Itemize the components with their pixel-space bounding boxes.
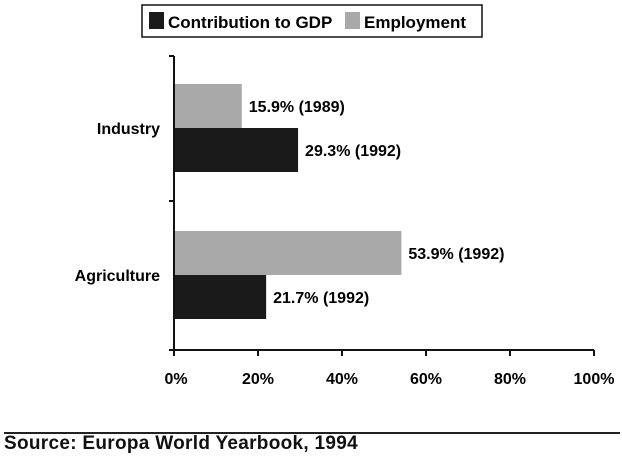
x-tick-label-0: 0% <box>164 371 187 388</box>
bar-agriculture-contribution-to-gdp <box>175 275 267 319</box>
plot-area: 0% 20% 40% 60% 80% 100% Industry 15.9% (1989) 29… <box>75 55 615 388</box>
x-tick-label-4: 80% <box>494 371 526 388</box>
data-label-agriculture-employment: 53.9% (1992) <box>408 246 504 263</box>
legend-label-contribution-to-gdp: Contribution to GDP <box>168 13 332 32</box>
data-label-industry-contribution-to-gdp: 29.3% (1992) <box>305 143 401 160</box>
legend-swatch-contribution-to-gdp <box>149 12 164 29</box>
category-label-agriculture: Agriculture <box>75 268 160 285</box>
bar-industry-contribution-to-gdp <box>175 128 299 172</box>
legend-label-employment: Employment <box>364 13 466 32</box>
bar-industry-employment <box>175 84 242 128</box>
x-tick-label-2: 40% <box>326 371 358 388</box>
x-tick-label-1: 20% <box>242 371 274 388</box>
bar-agriculture-employment <box>175 231 402 275</box>
category-label-industry: Industry <box>97 121 160 138</box>
source-divider <box>4 432 620 434</box>
x-tick-label-5: 100% <box>574 371 615 388</box>
data-label-industry-employment: 15.9% (1989) <box>249 99 345 116</box>
legend: Contribution to GDP Employment <box>141 4 483 38</box>
x-tick-label-3: 60% <box>410 371 442 388</box>
legend-swatch-employment <box>345 12 360 29</box>
source-note: Source: Europa World Yearbook, 1994 <box>4 433 359 454</box>
data-label-agriculture-contribution-to-gdp: 21.7% (1992) <box>273 290 369 307</box>
legend-box <box>141 4 483 38</box>
